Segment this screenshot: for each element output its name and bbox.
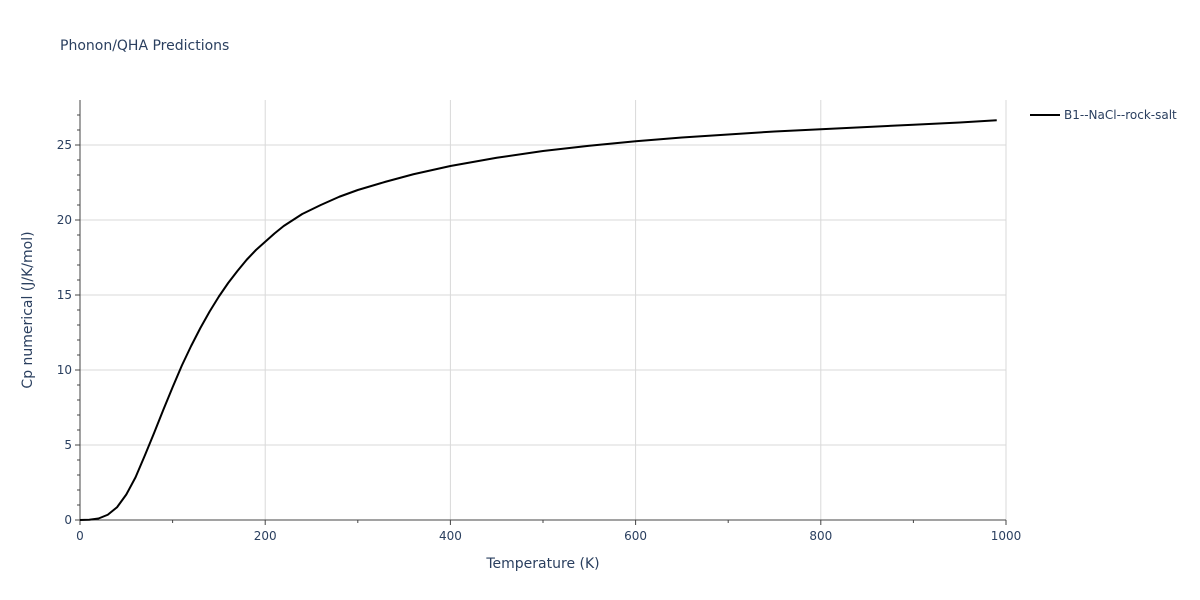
axes-layer: 0 200 400 600 800 1000 0 5 10 15 20 25 (57, 100, 1022, 543)
y-tick-label: 10 (57, 363, 72, 377)
series-line-0 (79, 119, 997, 521)
y-tick-label: 25 (57, 138, 72, 152)
x-tick-label: 600 (624, 529, 647, 543)
legend-label: B1--NaCl--rock-salt (1064, 108, 1177, 122)
series-layer (79, 119, 997, 521)
legend[interactable]: B1--NaCl--rock-salt (1030, 108, 1177, 122)
x-tick-label: 400 (439, 529, 462, 543)
x-tick-label: 0 (76, 529, 84, 543)
y-tick-label: 20 (57, 213, 72, 227)
grid-layer (80, 100, 1007, 520)
x-tick-label: 800 (809, 529, 832, 543)
y-tick-label: 15 (57, 288, 72, 302)
x-axis-title: Temperature (K) (485, 556, 599, 572)
y-tick-label: 0 (64, 513, 72, 527)
x-tick-label: 200 (254, 529, 277, 543)
x-tick-label: 1000 (991, 529, 1022, 543)
y-tick-label: 5 (64, 438, 72, 452)
y-axis-title: Cp numerical (J/K/mol) (20, 231, 36, 388)
chart-title: Phonon/QHA Predictions (60, 38, 229, 54)
